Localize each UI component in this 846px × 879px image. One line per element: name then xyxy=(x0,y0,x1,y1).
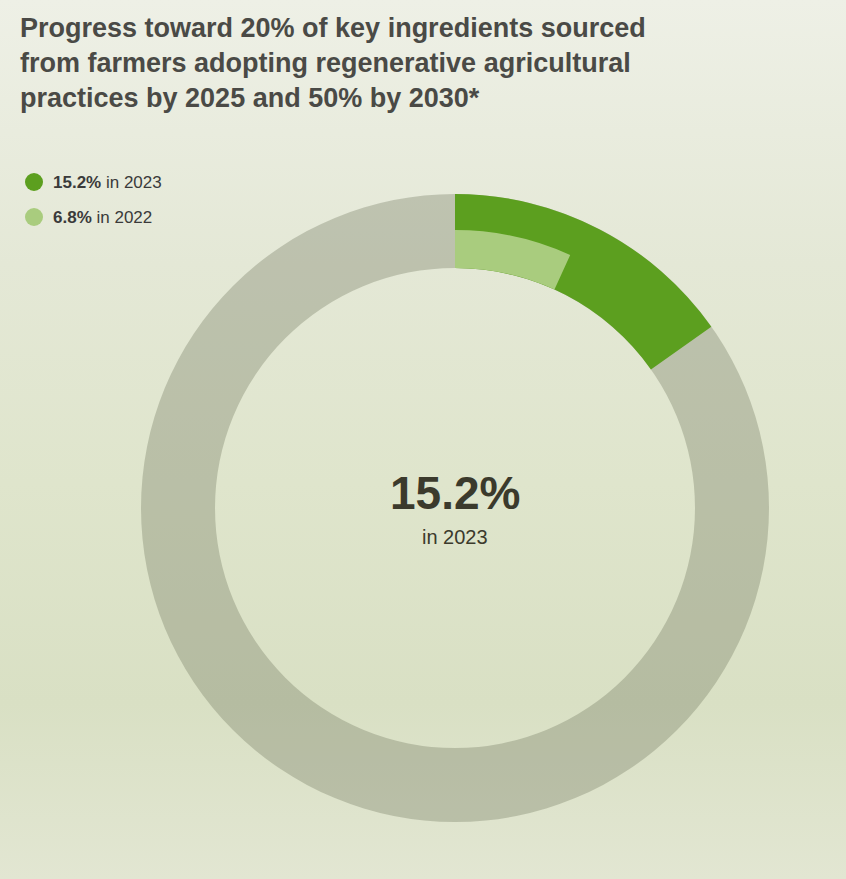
svg-text:in 2023: in 2023 xyxy=(422,526,488,548)
svg-text:Progress toward 20% of key ing: Progress toward 20% of key ingredients s… xyxy=(20,13,646,113)
svg-text:6.8% in 2022: 6.8% in 2022 xyxy=(53,208,152,227)
svg-text:15.2% in 2023: 15.2% in 2023 xyxy=(53,173,162,192)
svg-text:15.2%: 15.2% xyxy=(390,467,520,519)
